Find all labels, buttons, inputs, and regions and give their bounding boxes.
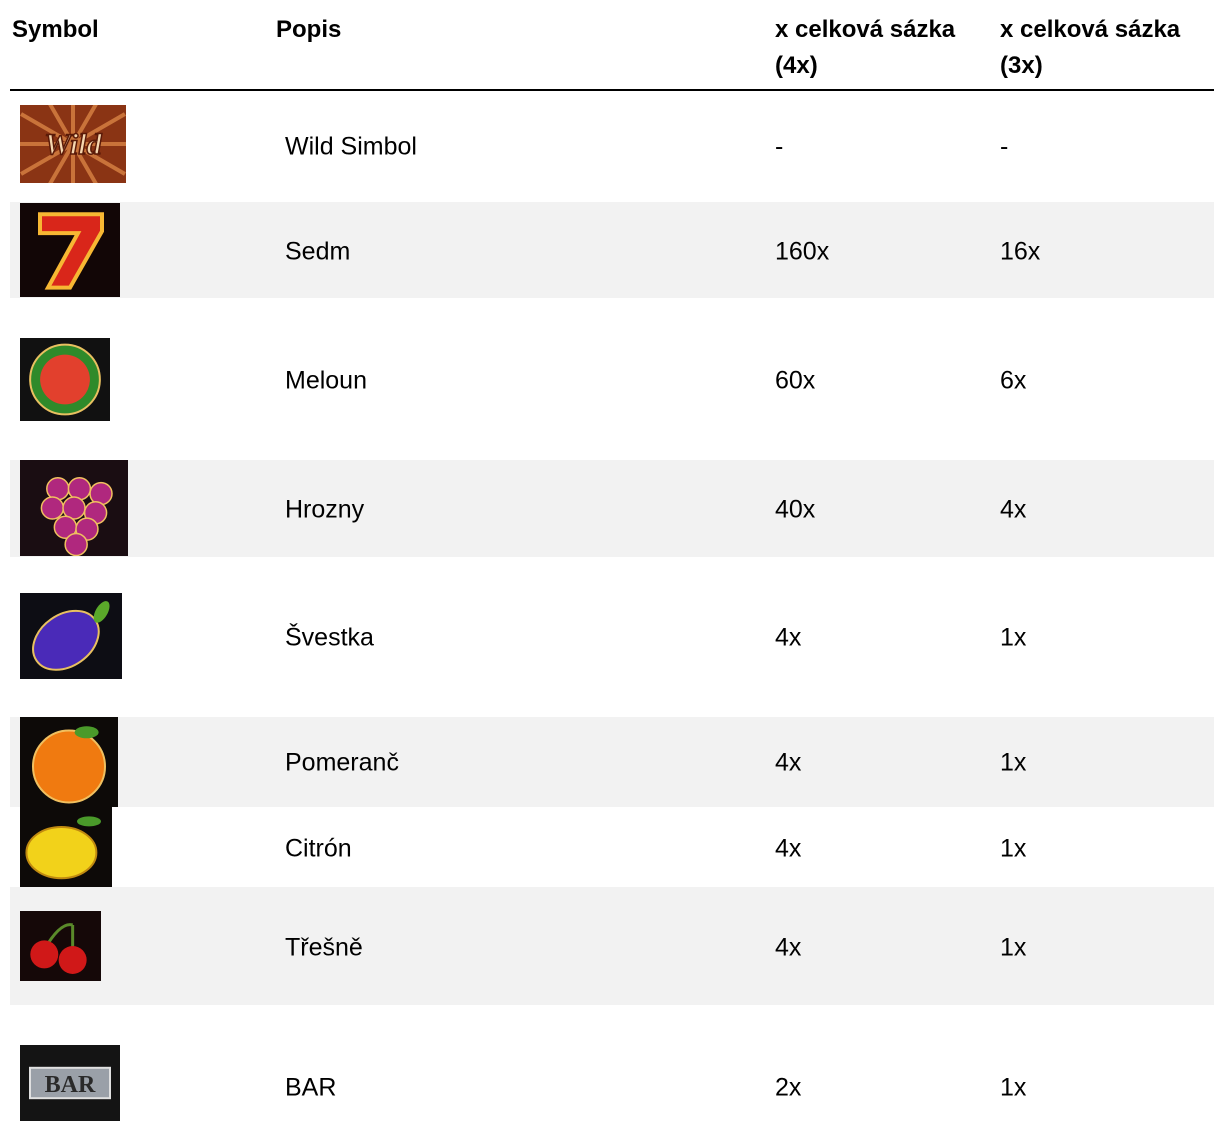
pay-4: - xyxy=(775,132,784,161)
pay-4: 160x xyxy=(775,237,830,266)
icon-ray xyxy=(72,142,126,176)
icon-ray xyxy=(72,112,126,146)
header-pay-3: x celková sázka (3x) xyxy=(1000,16,1181,79)
pay-4: 40x xyxy=(775,495,816,524)
pay-3: 1x xyxy=(1000,1073,1027,1102)
symbol-icon: BAR xyxy=(20,1045,120,1121)
pay-3: 1x xyxy=(1000,623,1027,652)
icon-leaf xyxy=(77,816,101,827)
pay-3: 4x xyxy=(1000,495,1027,524)
pay-4: 4x xyxy=(775,623,802,652)
symbol-icon xyxy=(20,593,122,679)
header-symbol: Symbol xyxy=(12,16,99,43)
pay-3: 6x xyxy=(1000,366,1027,395)
symbol-name: Švestka xyxy=(285,623,374,652)
icon-seven xyxy=(38,212,104,290)
symbol-name: Meloun xyxy=(285,366,367,395)
pay-3: 1x xyxy=(1000,748,1027,777)
icon-bg xyxy=(20,911,101,981)
pay-3: 1x xyxy=(1000,834,1027,863)
pay-4: 4x xyxy=(775,933,802,962)
icon-orange xyxy=(32,729,106,804)
icon-grape xyxy=(40,496,65,520)
icon-ray xyxy=(20,112,74,146)
pay-4: 60x xyxy=(775,366,816,395)
pay-3: 16x xyxy=(1000,237,1041,266)
row-band xyxy=(10,717,1214,807)
symbol-name: Hrozny xyxy=(285,495,365,524)
icon-ray xyxy=(48,143,75,183)
icon-ray xyxy=(71,105,98,146)
row-band xyxy=(10,202,1214,298)
icon-plate xyxy=(29,1066,111,1100)
icon-text: BAR xyxy=(45,1072,96,1098)
pay-4: 4x xyxy=(775,834,802,863)
icon-lemon xyxy=(25,825,98,880)
symbol-name: Citrón xyxy=(285,834,352,863)
icon-ray xyxy=(20,142,74,176)
symbol-name: Třešně xyxy=(285,933,363,962)
symbol-name: BAR xyxy=(285,1073,337,1102)
icon-melon-flesh xyxy=(40,354,90,405)
icon-ray xyxy=(48,105,75,146)
symbol-icon xyxy=(20,717,118,807)
symbol-icon xyxy=(20,911,101,981)
row-band xyxy=(10,887,1214,1005)
header-rule xyxy=(10,89,1214,91)
symbol-icon xyxy=(20,807,112,887)
icon-leaf xyxy=(93,601,110,623)
icon-text: Wild xyxy=(44,128,102,161)
pay-4: 4x xyxy=(775,748,802,777)
symbol-name: Wild Simbol xyxy=(285,132,417,161)
pay-3: 1x xyxy=(1000,933,1027,962)
symbol-icon: Wild xyxy=(20,105,126,183)
icon-cherry xyxy=(30,940,59,969)
icon-grape xyxy=(64,532,88,556)
symbol-icon xyxy=(20,460,128,556)
symbol-name: Sedm xyxy=(285,237,351,266)
row-band xyxy=(10,460,1214,557)
symbol-icon xyxy=(20,203,120,297)
symbol-name: Pomeranč xyxy=(285,748,399,777)
symbol-icon xyxy=(20,338,110,421)
header-pay-4: x celková sázka (4x) xyxy=(775,16,956,79)
header-description: Popis xyxy=(276,16,342,43)
icon-cherry xyxy=(58,946,87,974)
icon-ray xyxy=(71,143,98,183)
pay-3: - xyxy=(1000,132,1009,161)
icon-leaf xyxy=(74,726,99,739)
pay-4: 2x xyxy=(775,1073,802,1102)
